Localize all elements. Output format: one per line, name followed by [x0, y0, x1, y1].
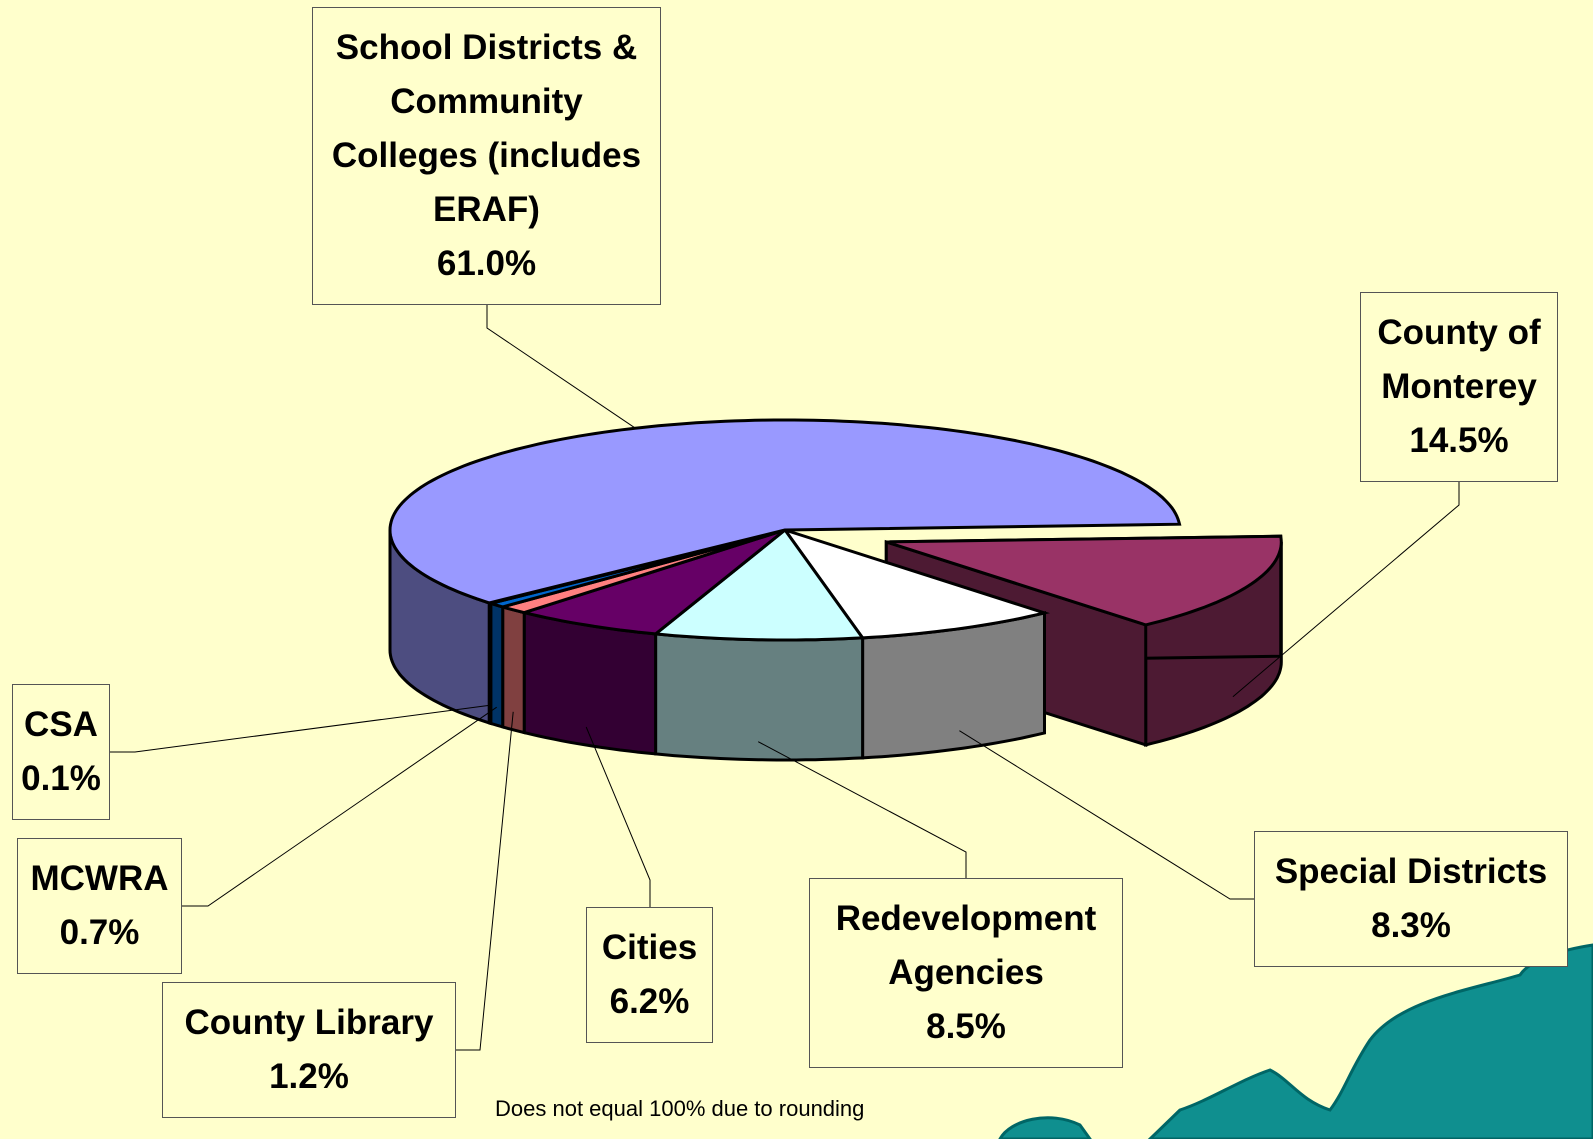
slice-side [524, 613, 655, 754]
value-label: 0.1% [21, 752, 101, 806]
label-text: School Districts & Community Colleges (i… [321, 21, 652, 291]
category-name: Redevelopment Agencies [818, 892, 1114, 1000]
category-name: County Library [185, 996, 434, 1050]
footnote: Does not equal 100% due to rounding [495, 1096, 864, 1122]
value-label: 1.2% [185, 1050, 434, 1104]
slice-side [491, 603, 503, 727]
category-name: MCWRA [30, 852, 168, 906]
value-label: 8.3% [1275, 899, 1547, 953]
page: Does not equal 100% due to rounding Coun… [0, 0, 1593, 1139]
value-label: 8.5% [818, 1000, 1114, 1054]
decoration [1150, 945, 1593, 1139]
decoration [1000, 1118, 1090, 1139]
category-name: CSA [21, 698, 101, 752]
category-name: Special Districts [1275, 845, 1547, 899]
value-label: 6.2% [602, 975, 697, 1029]
leader-line [487, 305, 635, 428]
value-label: 61.0% [321, 237, 652, 291]
category-name: School Districts & Community Colleges (i… [321, 21, 652, 237]
category-name: County of Monterey [1369, 306, 1549, 414]
value-label: 0.7% [30, 906, 168, 960]
data-label: School Districts & Community Colleges (i… [312, 7, 661, 305]
chart [0, 0, 1593, 1139]
leader-line [182, 707, 497, 906]
leader-line [110, 705, 490, 752]
category-name: Cities [602, 921, 697, 975]
leader-line [586, 727, 650, 907]
value-label: 14.5% [1369, 414, 1549, 468]
leader-line [456, 712, 513, 1050]
leader-line [959, 731, 1254, 899]
leader-line [758, 742, 966, 878]
slice-side [656, 634, 863, 760]
